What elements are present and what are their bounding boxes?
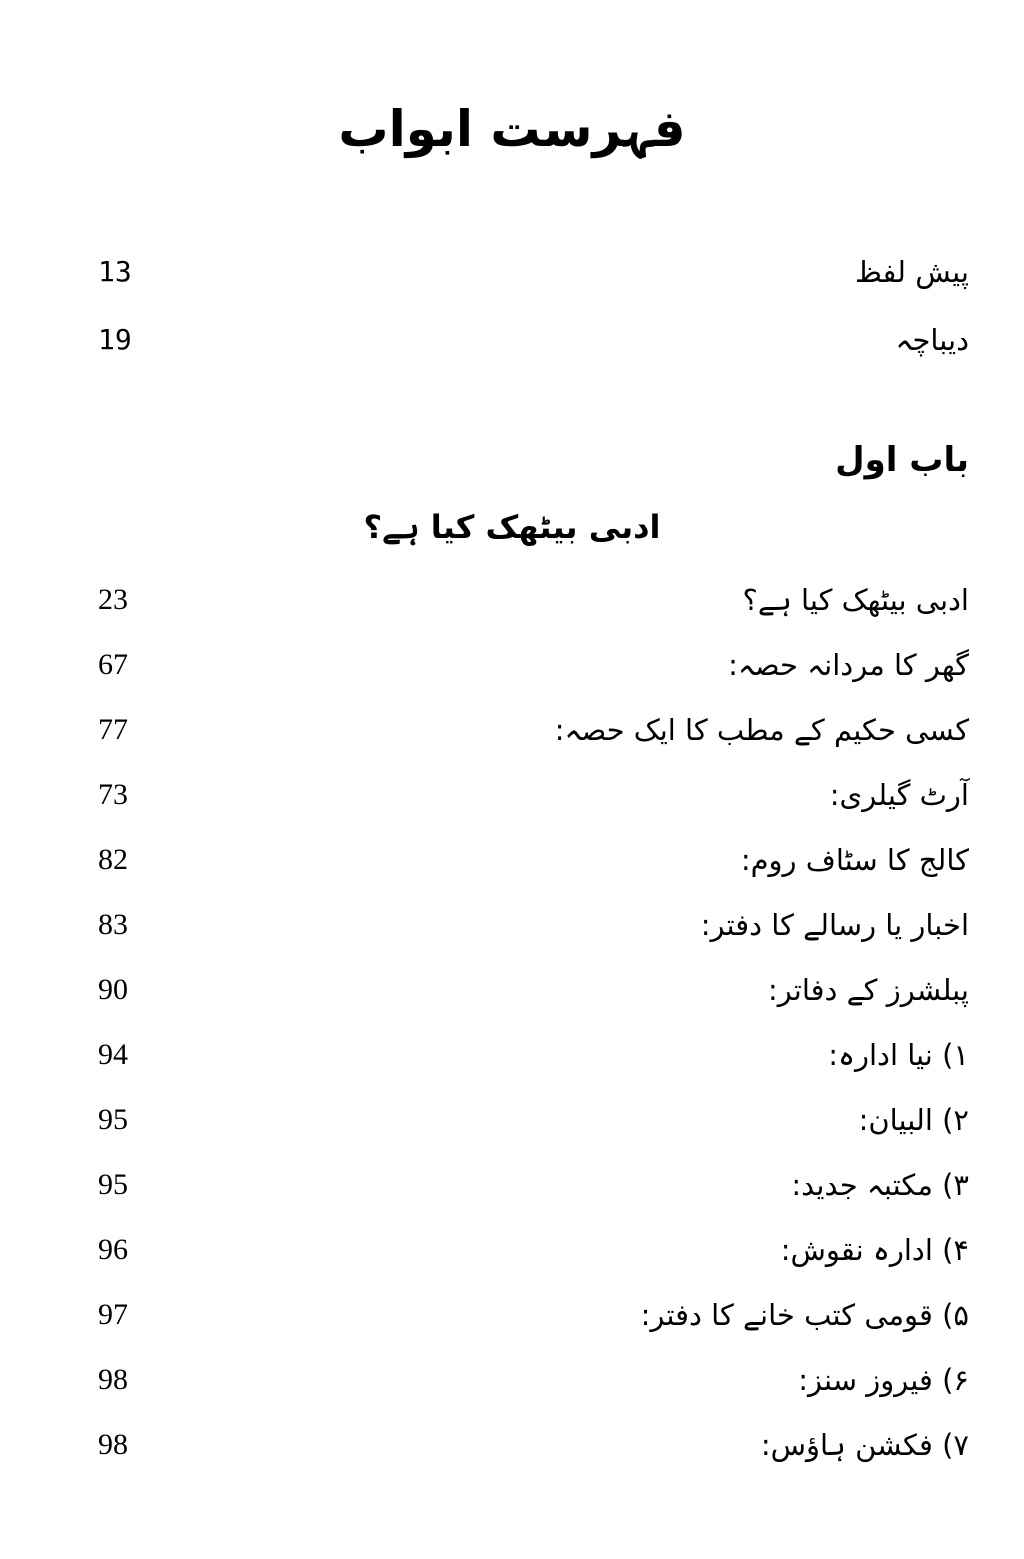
toc-page-number: 90: [98, 973, 128, 1006]
toc-entry-label: اخبار یا رسالے کا دفتر:: [700, 908, 969, 942]
toc-row: کالج کا سٹاف روم: 82: [0, 830, 1024, 890]
toc-entry-label: ۲) البیان:: [858, 1103, 969, 1137]
toc-page-number: 77: [98, 713, 128, 746]
toc-entry-label: پیش لفظ: [854, 255, 969, 289]
toc-row: ۵) قومی کتب خانے کا دفتر: 97: [0, 1285, 1024, 1345]
chapter-subheading: ادبی بیٹھک کیا ہے؟: [363, 508, 661, 546]
toc-page-number: 97: [98, 1298, 128, 1331]
toc-page-number: 94: [98, 1038, 128, 1071]
toc-entry-label: دیباچہ: [895, 323, 970, 357]
toc-entry-label: ۴) ادارہ نقوش:: [780, 1233, 969, 1267]
toc-page-number: 96: [98, 1233, 128, 1266]
toc-row: ۲) البیان: 95: [0, 1090, 1024, 1150]
toc-page-number: 67: [98, 648, 128, 681]
toc-entry-label: کسی حکیم کے مطب کا ایک حصہ:: [554, 713, 969, 747]
toc-row: پبلشرز کے دفاتر: 90: [0, 960, 1024, 1020]
toc-entry-label: ۱) نیا ادارہ:: [828, 1038, 969, 1072]
toc-entry-label: ادبی بیٹھک کیا ہے؟: [742, 583, 969, 617]
toc-row: اخبار یا رسالے کا دفتر: 83: [0, 895, 1024, 955]
toc-entry-label: گھر کا مردانہ حصہ:: [728, 648, 969, 682]
toc-page-number: 13: [98, 255, 132, 288]
toc-row: ۳) مکتبہ جدید: 95: [0, 1155, 1024, 1215]
toc-row: ۴) ادارہ نقوش: 96: [0, 1220, 1024, 1280]
toc-row: دیباچہ 19: [0, 310, 1024, 370]
chapter-heading: باب اول: [835, 440, 969, 480]
toc-page-number: 98: [98, 1428, 128, 1461]
toc-row: ۶) فیروز سنز: 98: [0, 1350, 1024, 1410]
toc-page-number: 82: [98, 843, 128, 876]
toc-entry-label: ۳) مکتبہ جدید:: [791, 1168, 969, 1202]
page-title: فہرست ابواب: [338, 100, 686, 158]
toc-row: کسی حکیم کے مطب کا ایک حصہ: 77: [0, 700, 1024, 760]
toc-entry-label: ۵) قومی کتب خانے کا دفتر:: [640, 1298, 969, 1332]
toc-row: پیش لفظ 13: [0, 242, 1024, 302]
toc-page-number: 23: [98, 583, 128, 616]
toc-page-number: 73: [98, 778, 128, 811]
toc-page-number: 98: [98, 1363, 128, 1396]
toc-page-number: 83: [98, 908, 128, 941]
toc-row: ۷) فکشن ہاؤس: 98: [0, 1415, 1024, 1475]
toc-entry-label: آرٹ گیلری:: [829, 778, 969, 812]
toc-row: گھر کا مردانہ حصہ: 67: [0, 635, 1024, 695]
toc-entry-label: کالج کا سٹاف روم:: [740, 843, 969, 877]
toc-row: آرٹ گیلری: 73: [0, 765, 1024, 825]
toc-row: ۱) نیا ادارہ: 94: [0, 1025, 1024, 1085]
toc-page-number: 95: [98, 1103, 128, 1136]
toc-row: ادبی بیٹھک کیا ہے؟ 23: [0, 570, 1024, 630]
toc-entry-label: ۷) فکشن ہاؤس:: [760, 1428, 969, 1462]
toc-page-number: 19: [98, 323, 132, 356]
toc-entry-label: پبلشرز کے دفاتر:: [768, 973, 969, 1007]
toc-page-number: 95: [98, 1168, 128, 1201]
toc-entry-label: ۶) فیروز سنز:: [798, 1363, 969, 1397]
